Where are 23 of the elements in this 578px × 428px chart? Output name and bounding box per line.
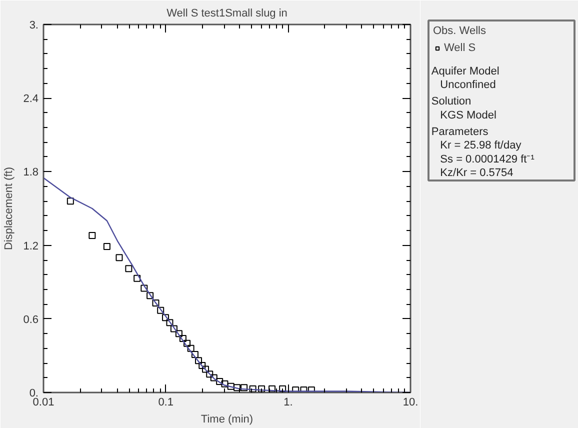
legend-title: Obs. Wells [433,25,486,37]
legend-label: Well S [444,42,476,54]
y-tick-label: 3. [29,20,39,32]
text: KGS Model [440,109,496,122]
text: Aquifer Model [431,65,500,78]
text: Unconfined [440,78,496,91]
text: Parameters [431,126,489,138]
y-tick-label: 1.2 [23,240,39,252]
x-tick-label: 0.1 [158,396,174,408]
x-tick-label: 0.01 [32,396,54,408]
y-tick-label: 1.8 [23,166,39,179]
text: Ss = 0.0001429 ft⁻¹ [440,153,535,166]
chart-title: Well S test1Small slug in [166,8,288,20]
y-tick-label: 0. [29,388,39,400]
text: Kz/Kr = 0.5754 [440,166,514,179]
text: Solution [431,96,472,108]
y-tick-label: 0.6 [23,314,39,326]
x-tick-label: 10. [402,396,418,408]
y-axis-title: Displacement (ft) [3,166,16,250]
text: Kr = 25.98 ft/day [440,140,522,152]
x-axis-title: Time (min) [200,414,254,426]
x-tick-label: 1. [284,396,293,408]
y-tick-label: 2.4 [23,93,39,106]
